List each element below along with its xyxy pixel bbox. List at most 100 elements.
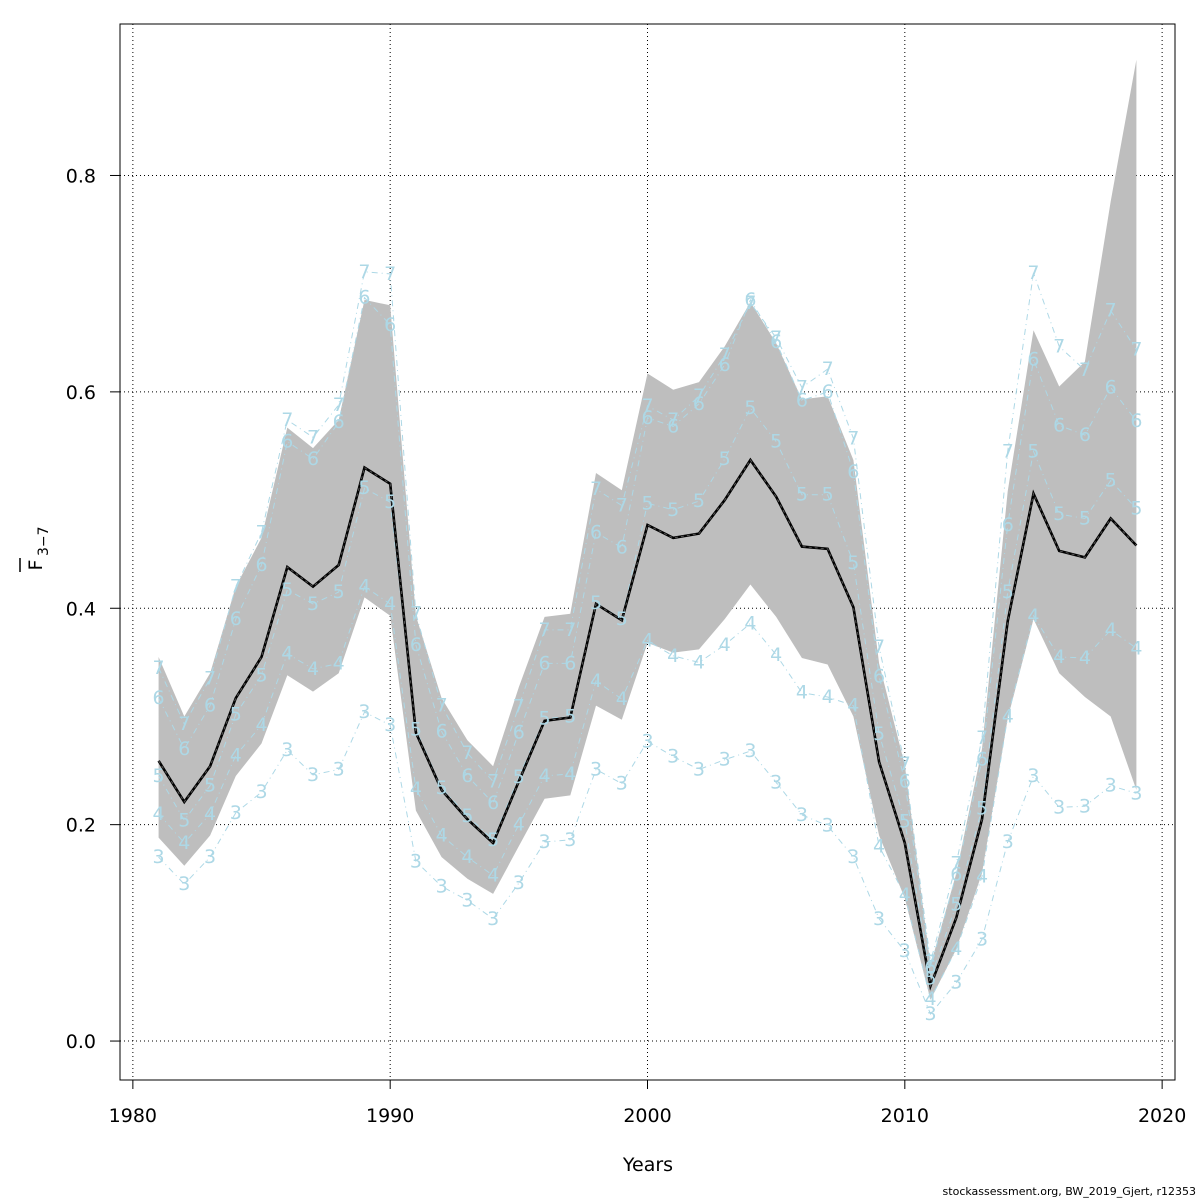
- age-label-4-2004: 4: [744, 612, 756, 634]
- age-label-7-2000: 7: [641, 395, 653, 417]
- age-label-6-1999: 6: [616, 537, 628, 559]
- x-tick-label-1980: 1980: [109, 1105, 157, 1127]
- age-label-4-1989: 4: [358, 576, 370, 598]
- age-label-3-2007: 3: [822, 815, 834, 837]
- age-label-5-2001: 5: [667, 499, 679, 521]
- age-label-7-2005: 7: [770, 327, 782, 349]
- age-label-6-1990: 6: [384, 314, 396, 336]
- age-label-4-2013: 4: [976, 866, 988, 888]
- age-label-7-1989: 7: [358, 261, 370, 283]
- age-label-7-1986: 7: [281, 409, 293, 431]
- x-tick-label-2010: 2010: [881, 1105, 929, 1127]
- age-label-4-2018: 4: [1105, 619, 1117, 641]
- age-label-6-2015: 6: [1027, 348, 1039, 370]
- age-label-5-2006: 5: [796, 484, 808, 506]
- age-label-4-1990: 4: [384, 593, 396, 615]
- age-label-4-1998: 4: [590, 670, 602, 692]
- age-label-3-2003: 3: [719, 749, 731, 771]
- age-label-5-1986: 5: [281, 579, 293, 601]
- y-tick-label-4: 0.8: [66, 165, 96, 187]
- age-label-3-2004: 3: [744, 740, 756, 762]
- age-label-3-2008: 3: [847, 846, 859, 868]
- age-label-5-1983: 5: [204, 775, 216, 797]
- age-label-7-1999: 7: [616, 494, 628, 516]
- age-label-3-2000: 3: [641, 730, 653, 752]
- age-label-5-1987: 5: [307, 593, 319, 615]
- age-label-3-2013: 3: [976, 928, 988, 950]
- age-label-5-2012: 5: [950, 894, 962, 916]
- age-label-5-2007: 5: [822, 484, 834, 506]
- age-label-5-1991: 5: [410, 718, 422, 740]
- age-label-5-1998: 5: [590, 592, 602, 614]
- age-label-7-1994: 7: [487, 770, 499, 792]
- x-tick-label-2000: 2000: [623, 1105, 671, 1127]
- age-label-4-1986: 4: [281, 643, 293, 665]
- age-label-4-2010: 4: [899, 884, 911, 906]
- age-label-3-2001: 3: [667, 745, 679, 767]
- y-axis-title: F 3−7: [19, 526, 52, 572]
- age-label-5-1989: 5: [358, 477, 370, 499]
- age-label-5-2005: 5: [770, 431, 782, 453]
- age-label-4-1981: 4: [153, 803, 165, 825]
- age-label-7-1998: 7: [590, 478, 602, 500]
- age-label-4-1992: 4: [436, 824, 448, 846]
- age-label-7-1988: 7: [333, 394, 345, 416]
- age-label-3-2015: 3: [1027, 765, 1039, 787]
- age-label-6-1992: 6: [436, 721, 448, 743]
- age-label-7-2012: 7: [950, 853, 962, 875]
- age-label-7-2016: 7: [1053, 335, 1065, 357]
- age-label-3-1989: 3: [358, 701, 370, 723]
- age-label-4-1993: 4: [461, 846, 473, 868]
- age-label-3-2006: 3: [796, 804, 808, 826]
- age-label-5-2004: 5: [744, 397, 756, 419]
- age-label-6-1987: 6: [307, 448, 319, 470]
- age-label-4-2000: 4: [641, 630, 653, 652]
- age-label-3-1988: 3: [333, 758, 345, 780]
- age-label-5-2002: 5: [693, 490, 705, 512]
- age-label-7-1985: 7: [255, 522, 267, 544]
- age-label-3-2017: 3: [1079, 795, 1091, 817]
- age-label-6-2012: 6: [950, 863, 962, 885]
- age-label-5-2011: 5: [925, 967, 937, 989]
- age-series-lines: [158, 271, 1137, 1015]
- age-label-3-2014: 3: [1002, 831, 1014, 853]
- age-label-6-2000: 6: [641, 407, 653, 429]
- age-label-6-1986: 6: [281, 431, 293, 453]
- y-axis-title-subscript: 3−7: [36, 526, 52, 556]
- age-label-4-1988: 4: [333, 652, 345, 674]
- age-label-6-2010: 6: [899, 770, 911, 792]
- age-label-7-2013: 7: [976, 727, 988, 749]
- age-label-7-1990: 7: [384, 263, 396, 285]
- age-label-3-1983: 3: [204, 846, 216, 868]
- age-line-6: [158, 296, 1137, 968]
- estimate-line-dash: [158, 459, 1137, 988]
- age-label-3-2009: 3: [873, 908, 885, 930]
- age-label-6-2009: 6: [873, 665, 885, 687]
- age-label-7-1993: 7: [461, 742, 473, 764]
- age-label-6-2004: 6: [744, 289, 756, 311]
- age-label-3-1992: 3: [436, 875, 448, 897]
- age-label-5-1981: 5: [153, 765, 165, 787]
- age-label-6-2001: 6: [667, 415, 679, 437]
- age-label-5-2018: 5: [1105, 470, 1117, 492]
- age-label-4-2011: 4: [925, 988, 937, 1010]
- age-label-3-1996: 3: [539, 831, 551, 853]
- age-label-7-2006: 7: [796, 377, 808, 399]
- age-label-7-2009: 7: [873, 636, 885, 658]
- age-label-7-2018: 7: [1105, 300, 1117, 322]
- age-label-4-2006: 4: [796, 682, 808, 704]
- age-label-5-1995: 5: [513, 766, 525, 788]
- age-label-5-1993: 5: [461, 805, 473, 827]
- age-label-5-2010: 5: [899, 810, 911, 832]
- age-label-7-1996: 7: [539, 619, 551, 641]
- age-label-7-2019: 7: [1130, 339, 1142, 361]
- credit-text: stockassessment.org, BW_2019_Gjert, r123…: [942, 1185, 1196, 1198]
- age-label-4-2014: 4: [1002, 705, 1014, 727]
- age-label-7-2003: 7: [719, 344, 731, 366]
- age-line-4: [158, 585, 1137, 1001]
- age-label-5-1985: 5: [255, 664, 267, 686]
- age-label-6-1988: 6: [333, 411, 345, 433]
- estimate-line: [157, 457, 1138, 991]
- age-label-4-1999: 4: [616, 688, 628, 710]
- age-label-3-1995: 3: [513, 872, 525, 894]
